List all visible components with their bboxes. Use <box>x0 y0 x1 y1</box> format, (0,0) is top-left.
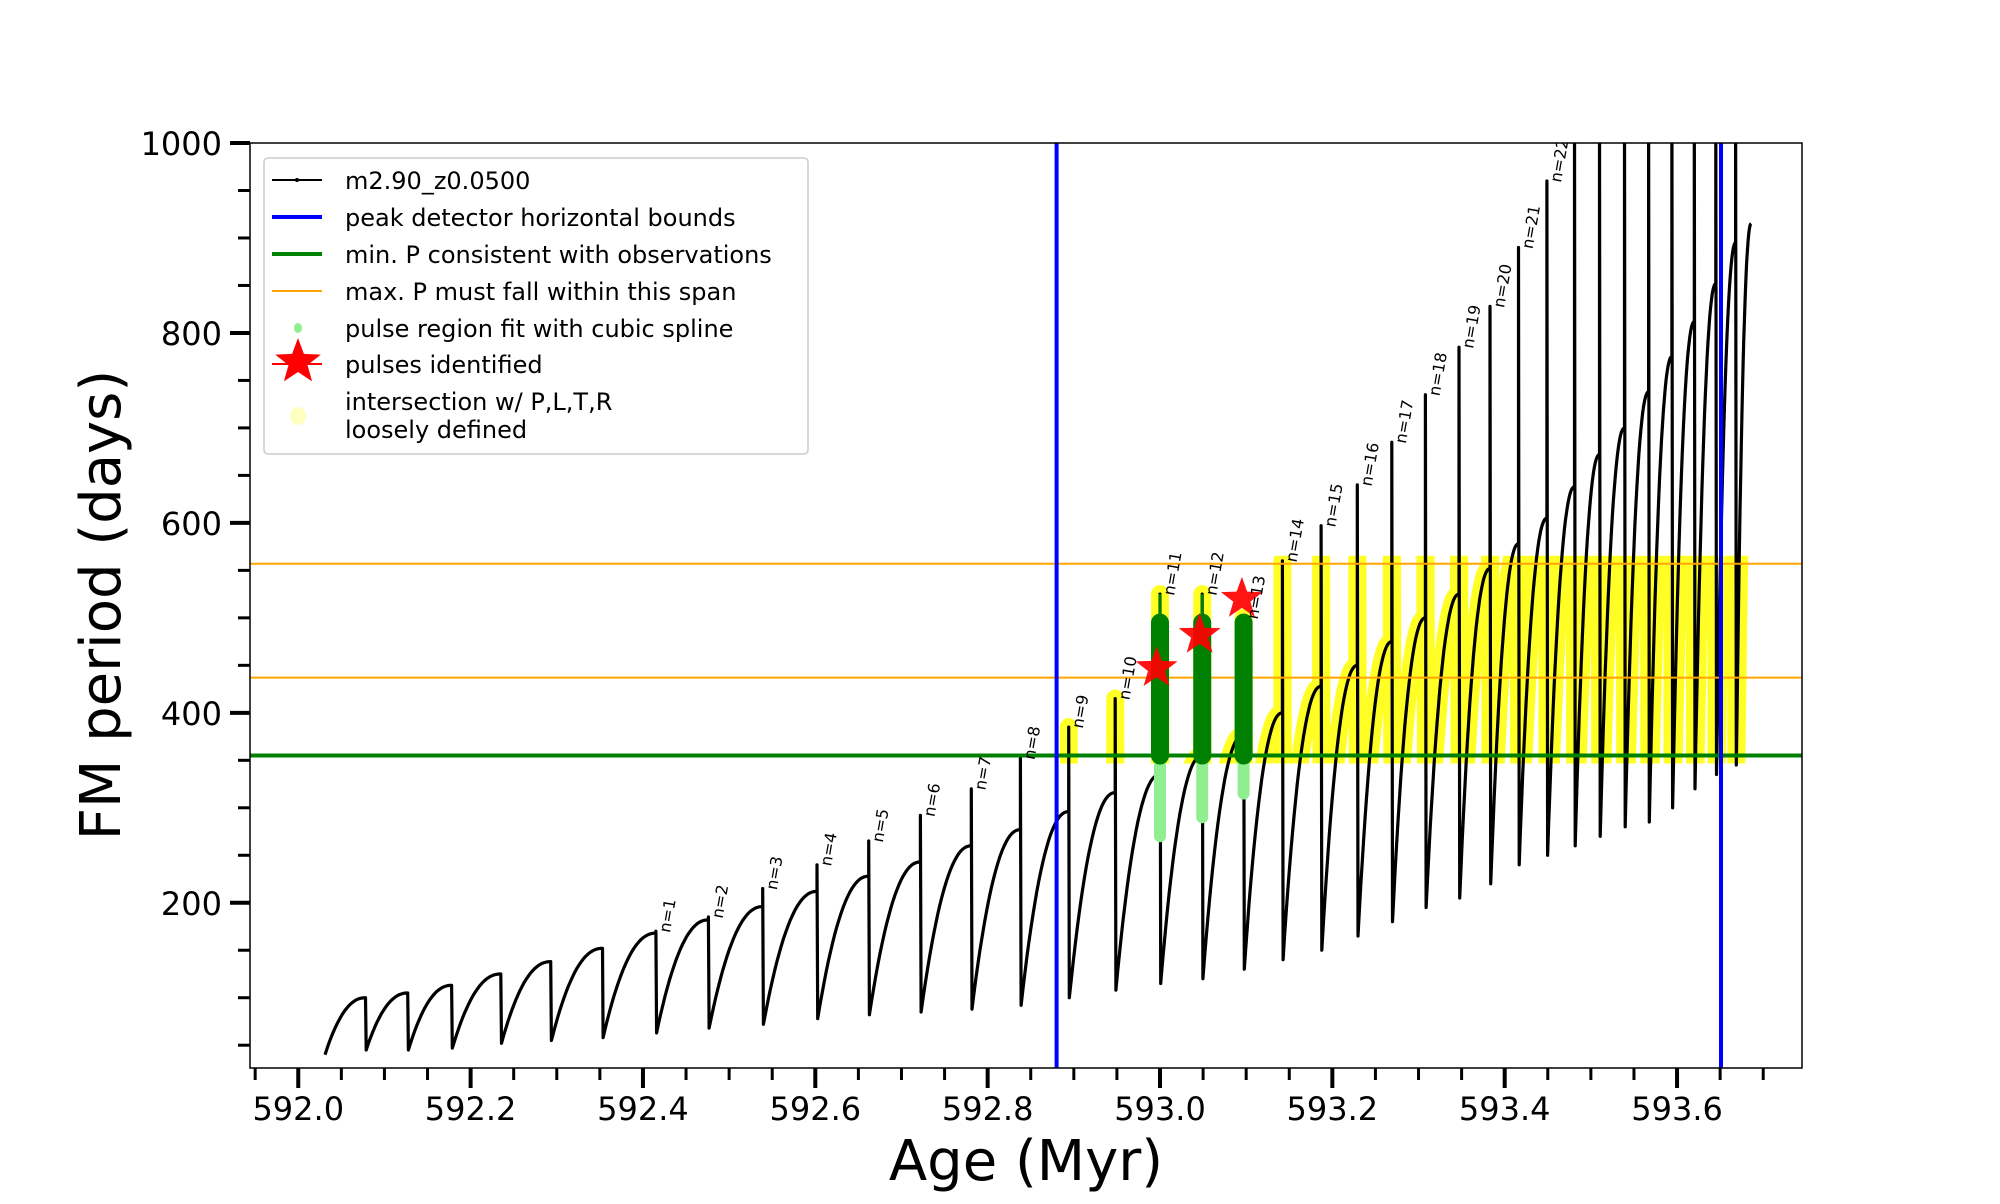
y-tick-label: 400 <box>161 695 222 733</box>
x-tick-label: 593.4 <box>1459 1090 1551 1128</box>
pulse-label: n=22 <box>1546 137 1572 184</box>
legend-label-intersection: intersection w/ P,L,T,R <box>345 388 612 416</box>
legend-marker-star <box>275 338 321 382</box>
legend-label-intersection-2: loosely defined <box>345 416 527 444</box>
pulse-label: n=4 <box>816 831 841 868</box>
pulse-label: n=5 <box>868 807 893 844</box>
pulse-label: n=1 <box>655 897 680 934</box>
y-axis-label: FM period (days) <box>69 370 134 840</box>
x-tick-label: 592.8 <box>942 1090 1034 1128</box>
pulse-label: n=6 <box>920 782 945 819</box>
pulse-label: n=16 <box>1357 441 1383 488</box>
pulse-identified-star <box>1178 612 1221 653</box>
x-tick-label: 593.0 <box>1114 1090 1206 1128</box>
pulse-label: n=21 <box>1518 204 1544 251</box>
y-tick-label: 200 <box>161 885 222 923</box>
x-tick-label: 593.2 <box>1287 1090 1379 1128</box>
pulse-label: n=17 <box>1391 398 1417 445</box>
pulse-label: n=7 <box>971 755 996 792</box>
legend-label-blue: peak detector horizontal bounds <box>345 204 736 232</box>
pulse-label: n=18 <box>1425 351 1451 398</box>
pulse-label: n=10 <box>1114 655 1140 702</box>
pulse-label: n=19 <box>1458 303 1484 350</box>
legend-box <box>263 157 809 455</box>
axes: 592.0 592.2 592.4 592.6 592.8 593.0 593.2 593.4… <box>141 125 1765 1128</box>
pulse-identified-star <box>1220 576 1263 617</box>
pulse-label: n=11 <box>1159 550 1185 597</box>
pulse-label: n=2 <box>708 883 733 920</box>
y-tick-label: 1000 <box>141 125 222 163</box>
pulse-identified-star <box>1135 646 1178 686</box>
axes-frame <box>249 142 1803 1069</box>
pulse-label: n=13 <box>1243 574 1269 621</box>
legend: m2.90_z0.0500 peak detector horizontal b… <box>263 157 809 455</box>
x-axis-label: Age (Myr) <box>889 1129 1163 1194</box>
pulse-label: n=9 <box>1068 693 1093 730</box>
legend-label-green: min. P consistent with observations <box>345 241 772 269</box>
legend-marker-track <box>295 178 299 182</box>
legend-label-spline: pulse region fit with cubic spline <box>345 315 733 343</box>
x-tick-label: 592.2 <box>425 1090 517 1128</box>
pulse-label: n=14 <box>1282 517 1308 564</box>
y-tick-label: 600 <box>161 505 222 543</box>
y-tick-label: 800 <box>161 315 222 353</box>
pulse-label: n=15 <box>1320 482 1346 529</box>
legend-marker-spline <box>294 323 302 333</box>
x-tick-label: 593.6 <box>1631 1090 1723 1128</box>
legend-label-star: pulses identified <box>345 351 543 379</box>
series-track-line <box>323 143 1753 1056</box>
pulse-label: n=3 <box>762 855 787 892</box>
x-tick-label: 592.4 <box>597 1090 689 1128</box>
pulse-label: n=12 <box>1201 550 1227 597</box>
x-tick-label: 592.0 <box>252 1090 344 1128</box>
pulse-label: n=20 <box>1489 263 1515 310</box>
legend-marker-intersection <box>290 407 306 425</box>
x-tick-label: 592.6 <box>769 1090 861 1128</box>
legend-label-orange: max. P must fall within this span <box>345 278 736 306</box>
legend-label-track: m2.90_z0.0500 <box>345 167 530 195</box>
